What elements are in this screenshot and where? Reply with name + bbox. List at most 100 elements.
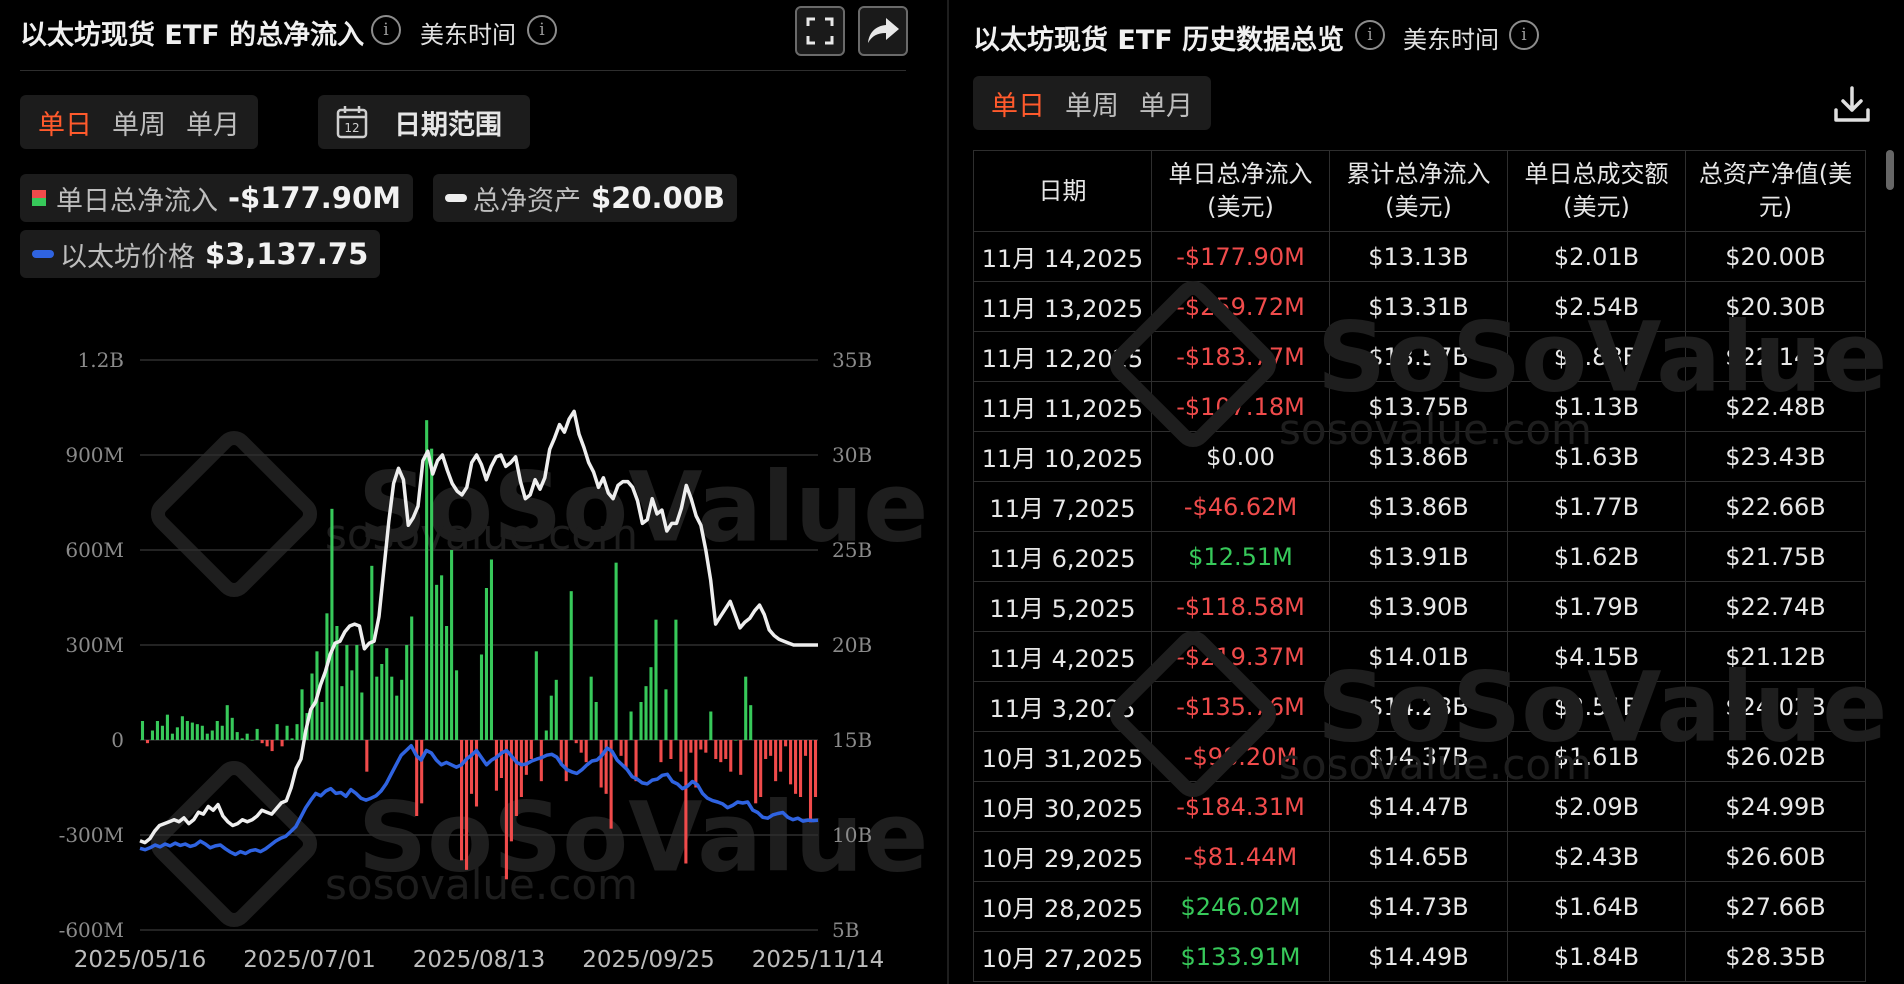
cell-daily-inflow: -$177.90M: [1151, 231, 1330, 282]
x-tick: 2025/07/01: [243, 947, 376, 973]
legend-total-assets[interactable]: 总净资产 $20.00B: [433, 174, 738, 222]
inflow-bar: [400, 679, 404, 740]
col-header-cumulative-inflow[interactable]: 累计总净流入(美元): [1329, 150, 1508, 232]
inflow-bar: [450, 550, 454, 740]
inflow-bar: [579, 740, 583, 753]
legend-value: $20.00B: [591, 181, 726, 215]
cell-daily-inflow: $133.91M: [1151, 931, 1330, 982]
cell-date: 11月 13,2025: [973, 281, 1152, 332]
inflow-bar: [719, 740, 723, 763]
table-row: 10月 28,2025 $246.02M $14.73B $1.64B $27.66B: [973, 881, 1866, 932]
inflow-bar: [300, 689, 304, 740]
y-left-tick: -600M: [59, 918, 124, 942]
chart-lines: [139, 409, 819, 857]
inflow-bar: [355, 645, 359, 740]
header-divider: [20, 70, 906, 71]
table-row: 11月 11,2025 -$107.18M $13.75B $1.13B $22.48B: [973, 381, 1866, 432]
cell-daily-volume: $1.64B: [1507, 881, 1686, 932]
inflow-bar: [155, 721, 159, 740]
inflow-bar: [385, 648, 389, 740]
tab-weekly[interactable]: 单周: [112, 109, 166, 141]
cell-daily-volume: $1.62B: [1507, 531, 1686, 582]
date-range-button[interactable]: 12 日期范围: [318, 95, 530, 149]
col-header-date[interactable]: 日期: [973, 150, 1152, 232]
period-tabs: 单日 单周 单月: [20, 95, 258, 149]
tab-monthly[interactable]: 单月: [1139, 90, 1193, 122]
y-left-tick: 300M: [65, 633, 124, 657]
inflow-bar: [774, 740, 778, 782]
legend-label: 总净资产: [473, 185, 581, 217]
assets-legend-swatch: [445, 194, 467, 202]
cell-daily-inflow: -$107.18M: [1151, 381, 1330, 432]
inflow-bars: [140, 420, 818, 880]
col-header-daily-volume[interactable]: 单日总成交额(美元): [1507, 150, 1686, 232]
inflow-bar: [295, 724, 299, 740]
col-header-daily-inflow[interactable]: 单日总净流入(美元): [1151, 150, 1330, 232]
cell-cumulative-inflow: $13.75B: [1329, 381, 1508, 432]
date-range-label: 日期范围: [394, 109, 502, 141]
cell-nav: $21.75B: [1685, 531, 1866, 582]
inflow-bar: [220, 725, 224, 740]
cell-date: 10月 31,2025: [973, 731, 1152, 782]
inflow-bar: [335, 626, 339, 740]
flow-chart: 1.2B 35B 900M 30B 600M 25B 300M 20B 0 15B -300M 10B…: [59, 348, 885, 973]
inflow-bar: [599, 740, 603, 788]
table-scrollbar[interactable]: [1886, 150, 1894, 190]
inflow-bar: [260, 740, 264, 744]
inflow-bar: [689, 740, 693, 753]
cell-daily-inflow: $0.00: [1151, 431, 1330, 482]
cell-nav: $22.74B: [1685, 581, 1866, 632]
cell-date: 10月 29,2025: [973, 831, 1152, 882]
inflow-bar: [649, 667, 653, 740]
legend-net-inflow[interactable]: 单日总净流入 -$177.90M: [20, 174, 413, 222]
inflow-bar: [644, 686, 648, 740]
inflow-bar: [614, 562, 618, 740]
inflow-bar: [813, 740, 818, 797]
cell-daily-volume: $2.43B: [1507, 831, 1686, 882]
tab-daily[interactable]: 单日: [991, 90, 1045, 122]
cell-daily-volume: $1.61B: [1507, 731, 1686, 782]
inflow-bar: [769, 740, 773, 756]
y-left-tick: 600M: [65, 538, 124, 562]
inflow-bar: [200, 725, 204, 740]
cell-daily-volume: $2.01B: [1507, 231, 1686, 282]
cell-cumulative-inflow: $14.01B: [1329, 631, 1508, 682]
inflow-bar: [360, 692, 364, 740]
inflow-bar: [275, 724, 279, 740]
inflow-bar: [285, 725, 289, 740]
inflow-bar: [534, 651, 538, 740]
cell-daily-inflow: -$184.31M: [1151, 781, 1330, 832]
tab-daily[interactable]: 单日: [38, 109, 92, 141]
history-table-panel: 以太坊现货 ETF 历史数据总览 i 美东时间 i 单日 单周 单月 日期 单日…: [947, 0, 1904, 984]
table-row: 11月 6,2025 $12.51M $13.91B $1.62B $21.75B: [973, 531, 1866, 582]
tab-weekly[interactable]: 单周: [1065, 90, 1119, 122]
y-right-tick: 15B: [832, 728, 872, 752]
fullscreen-icon[interactable]: [795, 6, 845, 56]
info-icon[interactable]: i: [1509, 20, 1539, 50]
cell-cumulative-inflow: $14.23B: [1329, 681, 1508, 732]
cell-daily-inflow: -$46.62M: [1151, 481, 1330, 532]
tab-monthly[interactable]: 单月: [186, 109, 240, 141]
info-icon[interactable]: i: [371, 15, 401, 45]
info-icon[interactable]: i: [1355, 20, 1385, 50]
x-tick: 2025/11/14: [752, 947, 885, 973]
share-icon[interactable]: [858, 6, 908, 56]
y-right-tick: 35B: [832, 348, 872, 372]
table-period-tabs: 单日 单周 单月: [973, 76, 1211, 130]
inflow-bar: [425, 420, 429, 740]
y-right-tick: 20B: [832, 633, 872, 657]
legend-eth-price[interactable]: 以太坊价格 $3,137.75: [20, 230, 381, 278]
inflow-bar: [789, 740, 793, 785]
table-row: 11月 7,2025 -$46.62M $13.86B $1.77B $22.66B: [973, 481, 1866, 532]
col-header-nav[interactable]: 总资产净值(美元): [1685, 150, 1866, 232]
cell-cumulative-inflow: $14.49B: [1329, 931, 1508, 982]
inflow-bar: [440, 575, 444, 740]
inflow-bar: [340, 686, 344, 740]
info-icon[interactable]: i: [527, 15, 557, 45]
table-row: 11月 3,2025 -$135.76M $14.23B $2.51B $24.02B: [973, 681, 1866, 732]
inflow-bar: [365, 740, 369, 772]
inflow-legend-swatch: [32, 190, 46, 206]
inflow-bar: [639, 702, 643, 740]
inflow-bar: [185, 721, 189, 740]
download-icon[interactable]: [1832, 84, 1872, 128]
